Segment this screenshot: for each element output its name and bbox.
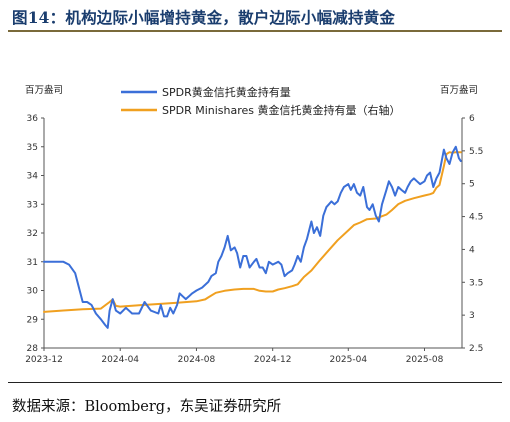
right-tick-label: 4.5 (469, 213, 483, 223)
left-tick-label: 28 (27, 344, 39, 354)
x-tick-label: 2025-04 (329, 355, 367, 365)
left-tick-label: 36 (27, 114, 39, 124)
left-tick-label: 33 (27, 200, 38, 210)
x-tick-label: 2025-08 (406, 355, 444, 365)
left-tick-label: 30 (27, 287, 39, 297)
right-tick-label: 3.5 (469, 278, 483, 288)
series-line-2 (43, 151, 462, 313)
legend-layer: SPDR黄金信托黄金持有量 SPDR Minishares 黄金信托黄金持有量（右… (121, 85, 401, 117)
right-tick-label: 2.5 (469, 344, 483, 354)
line-chart: 28 29 30 31 32 33 34 35 36 2.5 3 3.5 4 4.5 5 5.5 6 2023-1… (25, 84, 483, 365)
right-tick-label: 3 (469, 311, 475, 321)
legend-label-2: SPDR Minishares 黄金信托黄金持有量（右轴） (162, 103, 401, 117)
x-tick-label: 2024-12 (254, 355, 292, 365)
right-tick-label: 6 (469, 114, 475, 124)
series-layer (43, 145, 462, 329)
left-tick-label: 35 (27, 143, 38, 153)
title-rule (8, 30, 502, 32)
x-tick-label: 2024-04 (101, 355, 139, 365)
source-note: 数据来源：Bloomberg，东吴证券研究所 (12, 399, 282, 415)
right-axis-unit: 百万盎司 (440, 84, 478, 96)
figure-title: 图14：机构边际小幅增持黄金，散户边际小幅减持黄金 (12, 8, 396, 27)
x-tick-label: 2024-08 (178, 355, 216, 365)
right-tick-label: 4 (469, 245, 475, 255)
left-axis-unit: 百万盎司 (25, 84, 63, 96)
series-line-1 (43, 145, 462, 329)
right-tick-label: 5 (469, 180, 475, 190)
left-tick-label: 34 (27, 172, 39, 182)
left-tick-label: 29 (27, 315, 39, 325)
axes-layer: 28 29 30 31 32 33 34 35 36 2.5 3 3.5 4 4.5 5 5.5 6 2023-1… (25, 84, 483, 365)
left-tick-label: 32 (27, 229, 38, 239)
source-rule (8, 382, 502, 383)
right-tick-label: 5.5 (469, 147, 483, 157)
x-tick-label: 2023-12 (25, 355, 63, 365)
legend-label-1: SPDR黄金信托黄金持有量 (162, 85, 291, 99)
left-tick-label: 31 (27, 258, 38, 268)
